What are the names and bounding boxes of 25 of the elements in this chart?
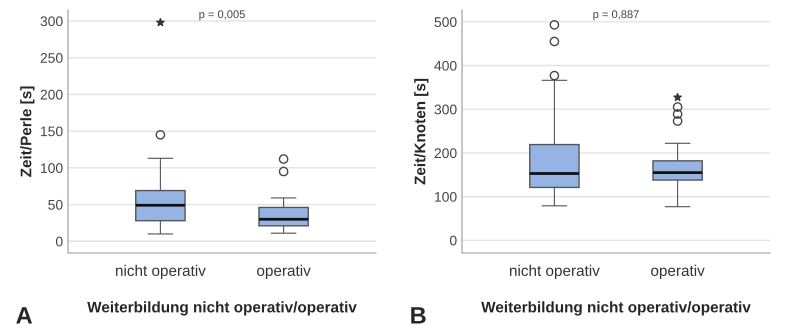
annotation: p = 0,887 (593, 10, 639, 20)
y-tick-label: 100 (435, 192, 457, 202)
y-tick-label: 300 (40, 16, 63, 26)
x-tick-label: nicht operativ (116, 264, 206, 280)
y-tick-label: 250 (40, 53, 63, 63)
x-axis-title: Weiterbildung nicht operativ/operativ (87, 301, 357, 316)
y-tick-label: 200 (434, 148, 457, 158)
text: A (16, 307, 32, 324)
y-tick-label: 150 (41, 126, 63, 136)
y-tick-label: 0 (450, 236, 457, 246)
x-axis-title: Weiterbildung nicht operativ/operativ (481, 301, 751, 316)
x-tick-label: nicht operativ (510, 264, 600, 280)
text: B (411, 307, 426, 324)
y-tick-label: 200 (40, 90, 63, 100)
y-axis-title: Zeit/Knoten [s] (414, 78, 428, 185)
y-tick-label: 100 (41, 163, 63, 174)
y-tick-label: 500 (434, 17, 457, 27)
y-tick-label: 0 (56, 236, 63, 246)
y-tick-label: 50 (48, 200, 63, 210)
x-tick-label: operativ (651, 264, 705, 280)
annotation: p = 0,005 (199, 10, 245, 20)
y-tick-label: 300 (434, 104, 457, 114)
x-tick-label: operativ (257, 264, 311, 280)
y-tick-label: 400 (434, 60, 457, 71)
y-axis-title: Zeit/Perle [s] (20, 86, 34, 177)
